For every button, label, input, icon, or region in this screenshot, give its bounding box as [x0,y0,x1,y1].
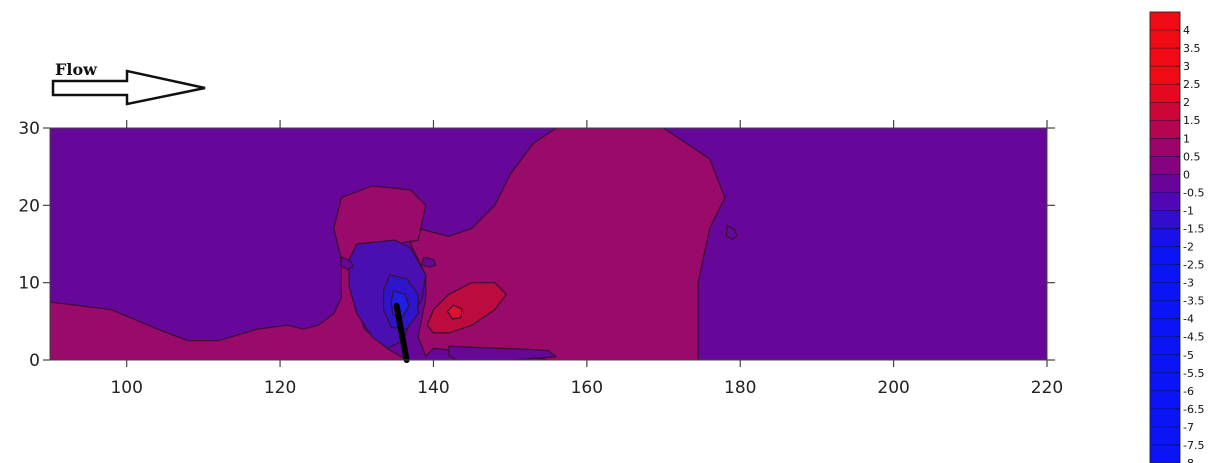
colorbar-swatch [1149,210,1181,229]
y-tick-label: 20 [18,196,40,216]
colorbar-swatch [1149,11,1181,31]
colorbar-label: -3.5 [1183,295,1204,308]
flow-label: Flow [55,60,98,79]
colorbar-label: 2.5 [1183,78,1201,91]
colorbar-swatch [1149,372,1181,392]
colorbar-label: -4.5 [1183,331,1204,344]
colorbar-label: 2 [1183,96,1190,109]
x-tick-label: 200 [877,378,909,398]
colorbar-swatch [1149,156,1181,175]
colorbar-swatch [1149,426,1181,446]
colorbar-swatch [1149,354,1181,374]
colorbar-frame [1149,11,1181,463]
colorbar-swatch [1149,336,1181,356]
colorbar-swatch [1149,228,1181,248]
y-tick-label: 30 [18,119,40,139]
colorbar-swatch [1149,246,1181,266]
y-tick-label: 0 [29,351,40,371]
colorbar-label: 3.5 [1183,42,1201,55]
x-tick-label: 140 [417,378,449,398]
colorbar-label: 3 [1183,60,1190,73]
colorbar-swatch [1149,444,1181,463]
x-tick-label: 220 [1031,378,1063,398]
structure-segment [393,302,410,363]
contour-regions [50,128,738,360]
colorbar-label: -0.5 [1183,186,1204,199]
colorbar-swatch [1149,138,1181,157]
x-tick-label: 180 [724,378,756,398]
colorbar-swatch [1149,120,1181,139]
contour-region-10 [421,256,437,268]
colorbar-swatch [1149,174,1181,193]
contour-region-11 [448,345,557,360]
colorbar-swatch [1149,282,1181,302]
x-tick-label: 100 [110,378,142,398]
colorbar-swatch [1149,101,1181,121]
colorbar-swatch [1149,300,1181,320]
colorbar-swatch [1149,65,1181,85]
colorbar-swatch [1149,318,1181,338]
colorbar-label: -5.5 [1183,367,1204,380]
contour-region-8 [725,224,738,240]
colorbar-label: -6 [1183,385,1194,398]
contour-region-9 [340,256,354,271]
plot-area: 100 120 140 160 180 200 220 0 10 20 30 [18,119,1063,398]
colorbar-label: -7.5 [1183,439,1204,452]
colorbar-swatch [1149,408,1181,428]
colorbar-label: -6.5 [1183,403,1204,416]
structure-line [393,302,410,363]
colorbar-label: -4 [1183,313,1194,326]
contour-region-7 [446,304,463,320]
colorbar-label: -2.5 [1183,259,1204,272]
plot-frame [49,127,1048,361]
colorbar-swatch [1149,47,1181,67]
colorbar-swatch [1149,390,1181,410]
colorbar-label: -8 [1183,457,1194,463]
contour-region-6 [426,282,507,334]
colorbar-swatch [1149,192,1181,211]
colorbar-label: 4 [1183,24,1190,37]
x-tick-label: 120 [264,378,296,398]
colorbar-label: 1 [1183,132,1190,145]
colorbar-label: -3 [1183,277,1194,290]
colorbar-swatch [1149,264,1181,284]
flow-arrow-icon [51,69,206,106]
colorbar-label: -5 [1183,349,1194,362]
colorbar-swatch [1149,83,1181,103]
colorbar-label: -7 [1183,421,1194,434]
axes: 100 120 140 160 180 200 220 0 10 20 30 [18,119,1063,398]
x-tick-label: 160 [571,378,603,398]
colorbar-label: 1.5 [1183,114,1201,127]
colorbar-label: -1.5 [1183,222,1204,235]
colorbar-label: 0 [1183,168,1190,181]
y-tick-label: 10 [18,274,40,294]
colorbar-label: -1 [1183,204,1194,217]
colorbar-label: 0.5 [1183,150,1201,163]
colorbar: 4 3.5 3 2.5 2 1.5 1 0.5 0 -0.5 -1 -1.5 -2 -2.5 -3 -3.5 -… [1149,11,1204,463]
colorbar-swatch [1149,29,1181,49]
colorbar-label: -2 [1183,241,1194,254]
